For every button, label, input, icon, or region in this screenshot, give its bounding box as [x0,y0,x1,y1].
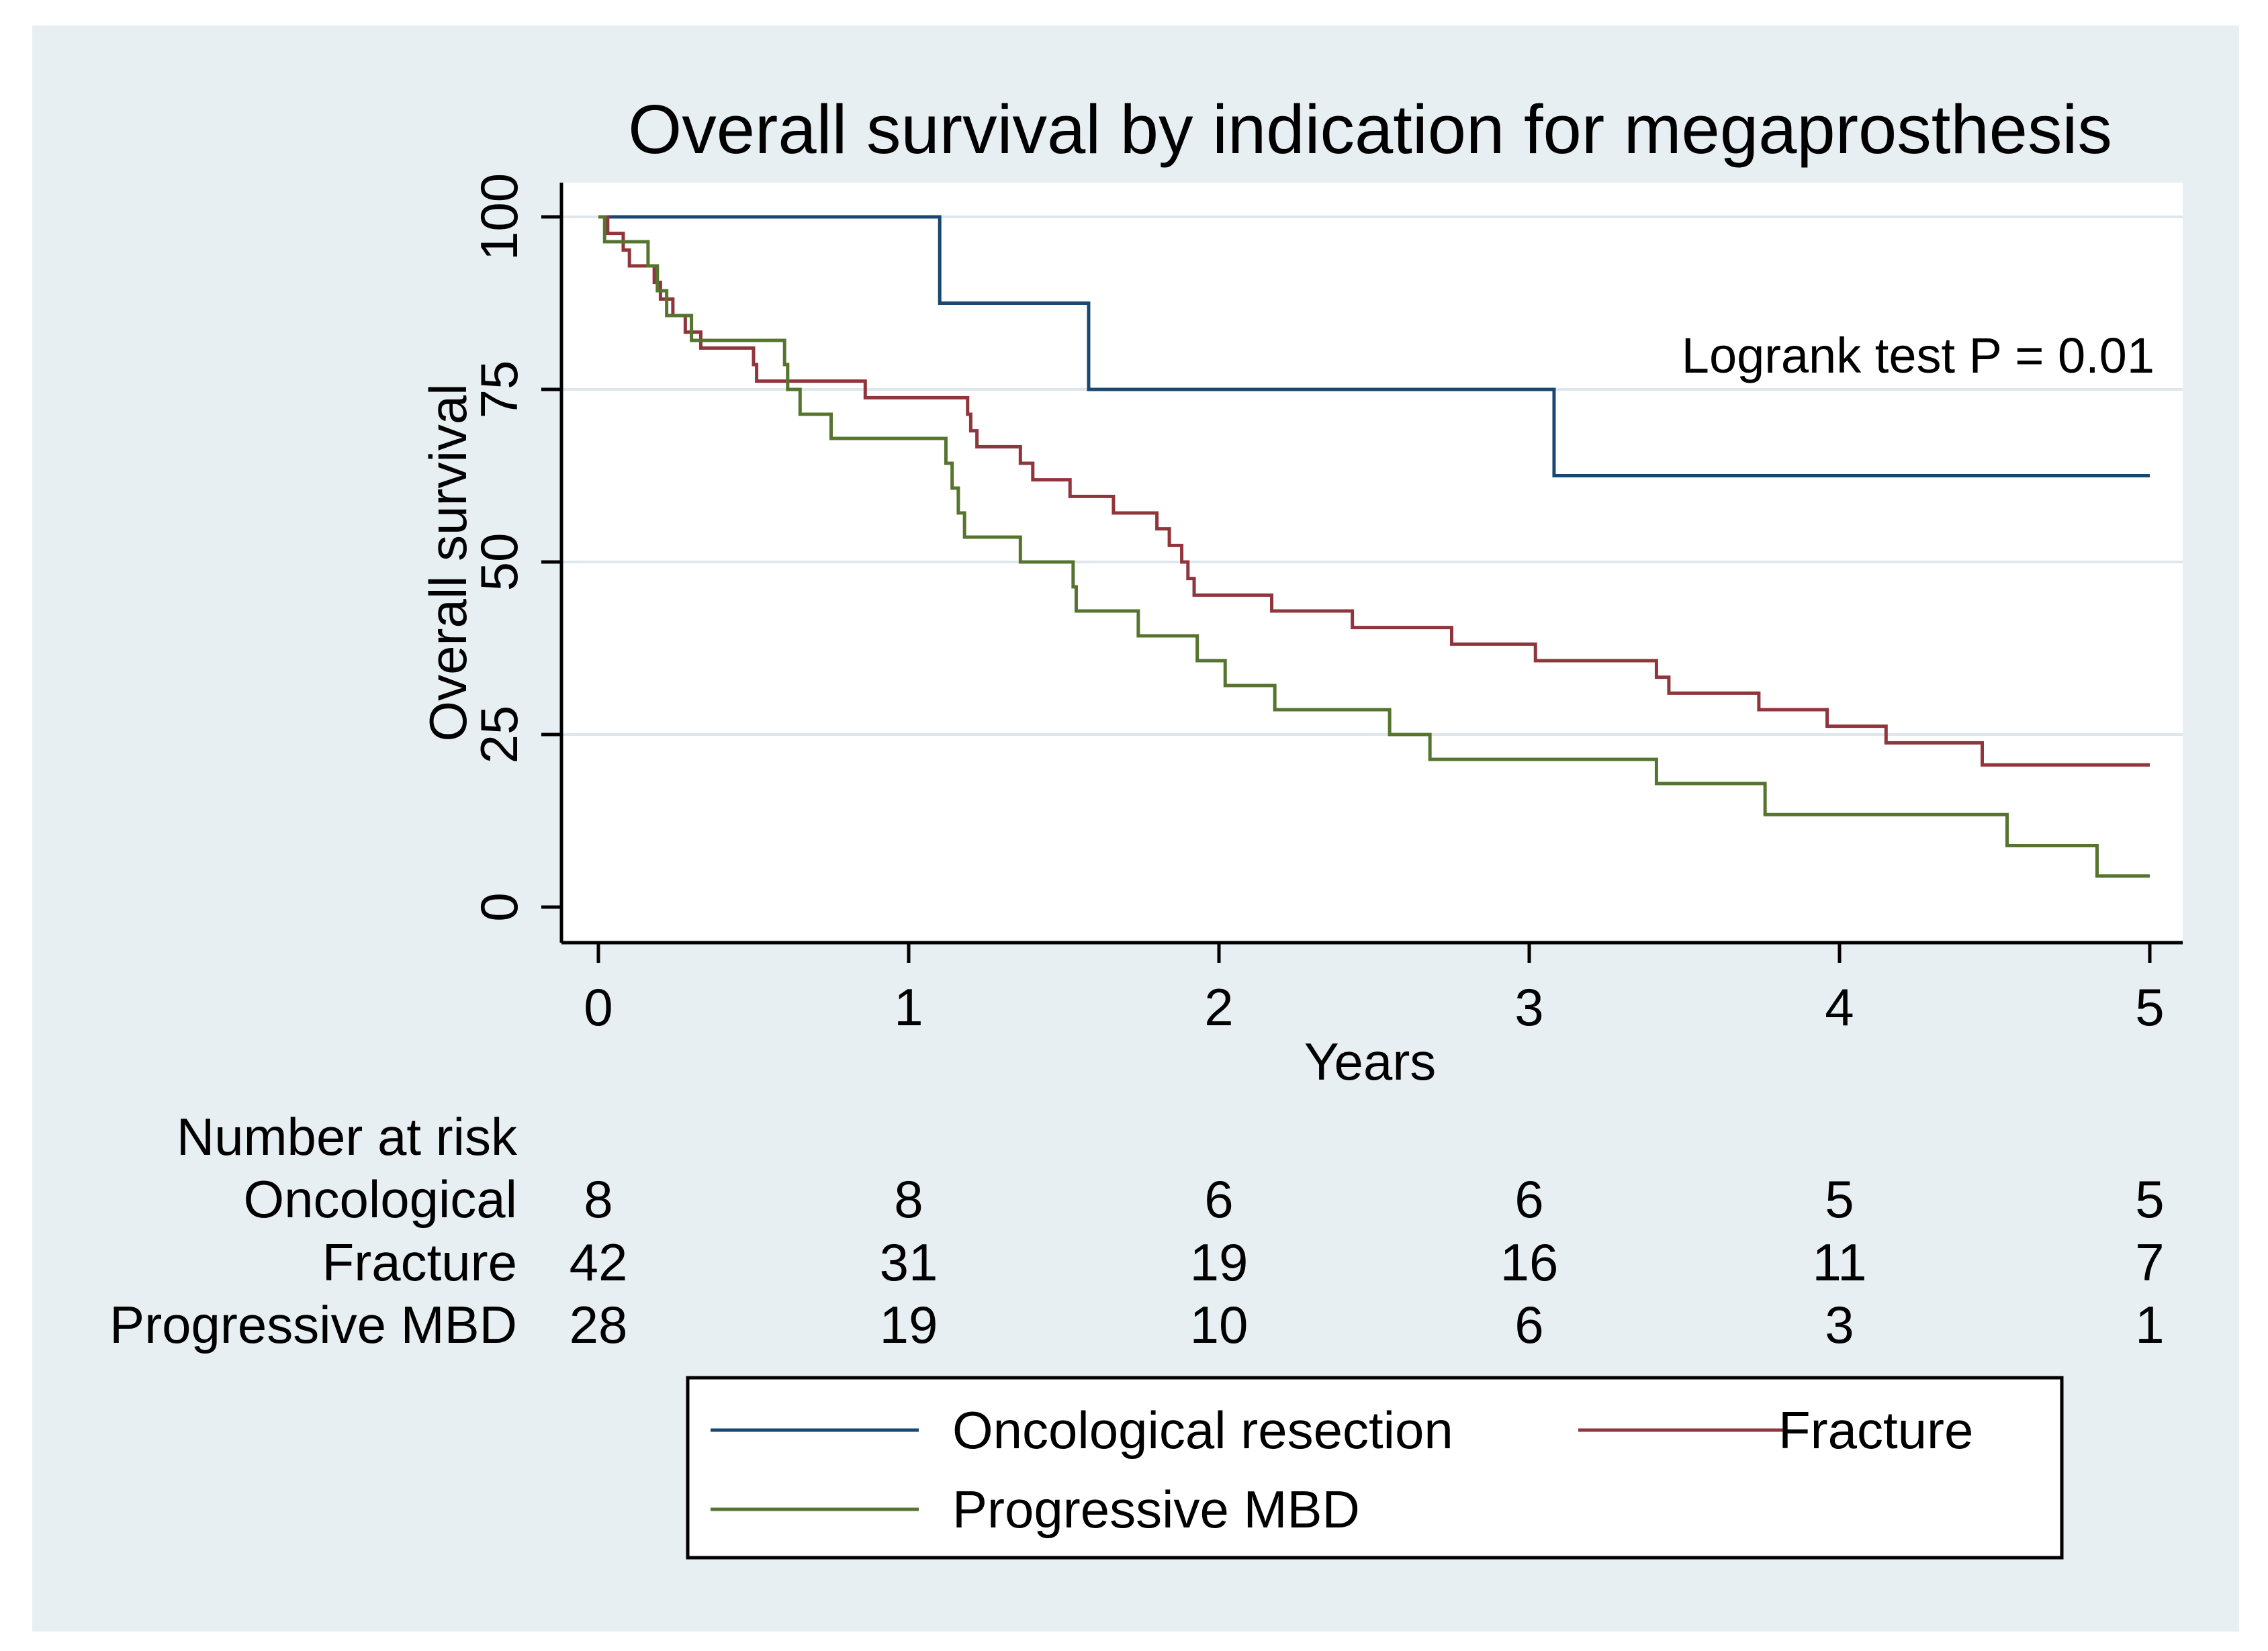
chart-title: Overall survival by indication for megap… [628,91,2112,168]
x-axis-title: Years [1304,1032,1437,1091]
risk-value: 42 [570,1233,628,1292]
series-lines [598,215,2150,878]
risk-row-label: Progressive MBD [109,1295,517,1354]
risk-value: 19 [1190,1233,1249,1292]
risk-value: 8 [894,1170,923,1229]
risk-value: 28 [570,1295,628,1354]
series-line-oncological [598,215,2150,477]
risk-value: 31 [880,1233,938,1292]
risk-table: Number at risk Oncological 8 8 6 6 5 5 Fracture… [109,1107,2165,1354]
risk-value: 6 [1514,1170,1543,1229]
risk-value: 8 [584,1170,613,1229]
risk-value: 6 [1514,1295,1543,1354]
x-tick-label: 1 [894,978,923,1037]
logrank-annotation: Logrank test P = 0.01 [1682,328,2154,383]
y-axis-title: Overall survival [418,383,478,741]
risk-value: 10 [1190,1295,1249,1354]
y-tick-label: 100 [469,173,529,261]
risk-value: 5 [1825,1170,1854,1229]
legend-box [686,1376,2064,1560]
x-tick-label: 2 [1204,978,1233,1037]
risk-row-label: Oncological [243,1170,517,1229]
risk-row-label: Fracture [322,1233,517,1292]
x-tick-label: 3 [1514,978,1543,1037]
x-tick-label: 4 [1825,978,1854,1037]
x-tick-label: 5 [2135,978,2164,1037]
risk-value: 6 [1204,1170,1233,1229]
x-tick-label: 0 [584,978,613,1037]
legend-label-oncological: Oncological resection [952,1401,1453,1460]
risk-value: 7 [2135,1233,2164,1292]
risk-table-header: Number at risk [177,1107,518,1166]
legend-label-fracture: Fracture [1778,1401,1973,1460]
y-tick-label: 50 [469,533,529,592]
legend: Oncological resection Fracture Progressive… [686,1376,2064,1560]
y-tick-label: 25 [469,706,529,764]
x-axis: 0 1 2 3 4 5 [561,941,2183,1037]
series-line-fracture [598,215,2150,767]
risk-value: 11 [1813,1233,1867,1292]
risk-value: 16 [1500,1233,1559,1292]
risk-value: 5 [2135,1170,2164,1229]
risk-value: 19 [880,1295,938,1354]
legend-label-progressive: Progressive MBD [952,1480,1360,1539]
y-tick-label: 0 [469,892,529,921]
risk-value: 3 [1825,1295,1854,1354]
series-line-progressive [598,215,2150,878]
risk-value: 1 [2135,1295,2164,1354]
y-axis: 0 25 50 75 100 [469,173,563,943]
y-tick-label: 75 [469,361,529,419]
